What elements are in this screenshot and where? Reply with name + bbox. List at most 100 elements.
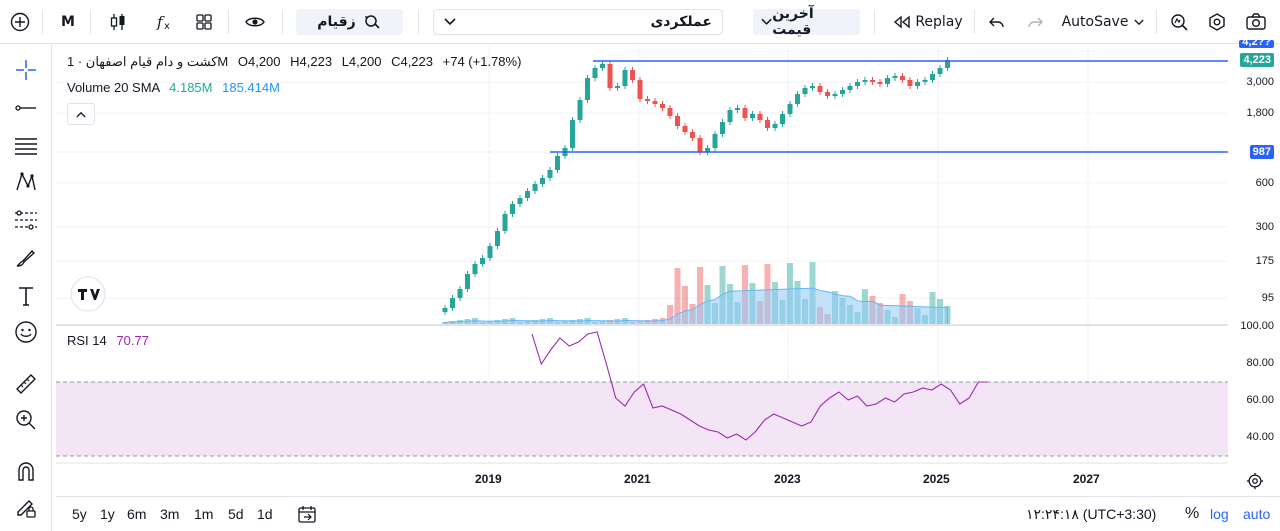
- candle-body: [480, 258, 485, 264]
- candle-body: [592, 68, 598, 78]
- candle-body: [720, 122, 725, 134]
- fib-tool[interactable]: [10, 206, 42, 234]
- range-5y[interactable]: 5y: [72, 506, 87, 522]
- range-6m[interactable]: 6m: [127, 506, 147, 522]
- separator: [418, 10, 419, 34]
- volume-value: 4.185M: [169, 80, 213, 95]
- chevron-down-icon: [761, 18, 772, 25]
- log-toggle[interactable]: log: [1210, 506, 1229, 522]
- candle-body: [832, 94, 838, 96]
- top-partial-tag: 4,2??: [1239, 40, 1274, 48]
- range-1y[interactable]: 1y: [100, 506, 115, 522]
- zoom-tool[interactable]: [10, 406, 42, 434]
- interval-button[interactable]: M: [61, 14, 75, 30]
- chart-settings-button[interactable]: [1246, 472, 1266, 492]
- price-type-select[interactable]: آخرین قیمت: [753, 6, 860, 38]
- visibility-button[interactable]: [240, 8, 270, 36]
- candle-body: [532, 184, 538, 191]
- svg-text:f: f: [156, 13, 165, 31]
- templates-button[interactable]: [190, 8, 218, 36]
- search-icon: [364, 15, 380, 29]
- separator: [1156, 10, 1157, 34]
- candle-body: [645, 99, 650, 101]
- autosave-button[interactable]: AutoSave: [1058, 8, 1148, 36]
- bottom-toolbar: 5y 1y 6m 3m 1m 5d 1d ۱۲:۲۴:۱۸ (UTC+3:30)…: [56, 496, 1280, 531]
- candle-body: [795, 94, 800, 104]
- goto-date-button[interactable]: [296, 503, 320, 525]
- rsi-label-80: 80.00: [1246, 357, 1274, 369]
- symbol-search-button[interactable]: زقیام: [296, 9, 403, 35]
- legend-volume: Volume 20 SMA 4.185M 185.414M: [67, 80, 280, 95]
- price-label-600: 600: [1255, 177, 1274, 189]
- chart-type-button[interactable]: [104, 8, 132, 36]
- percent-toggle[interactable]: %: [1185, 505, 1200, 522]
- candle-body: [547, 170, 553, 178]
- candle-body: [457, 289, 463, 298]
- candle-body: [540, 178, 545, 184]
- trend-line-tool[interactable]: [10, 94, 42, 122]
- text-tool[interactable]: [10, 282, 42, 310]
- separator: [282, 10, 283, 34]
- measure-tool[interactable]: [10, 370, 42, 398]
- lock-drawings-tool[interactable]: [10, 494, 42, 522]
- range-5d[interactable]: 5d: [228, 506, 244, 522]
- grid-icon: [196, 14, 212, 30]
- collapse-legend-button[interactable]: [67, 103, 95, 125]
- candle-body: [697, 138, 703, 152]
- candle-body: [907, 80, 913, 86]
- undo-icon: [989, 17, 1004, 28]
- clock-label[interactable]: ۱۲:۲۴:۱۸ (UTC+3:30): [1026, 506, 1157, 522]
- volume-sma-value: 185.414M: [222, 80, 280, 95]
- replay-label: Replay: [915, 14, 963, 30]
- price-axis[interactable]: 4,2?? 4,223 3,000 1,800 987 600 300 175 …: [1228, 40, 1280, 492]
- crosshair-icon: [16, 60, 36, 80]
- rsi-label-60: 60.00: [1246, 394, 1274, 406]
- candle-body: [817, 86, 823, 92]
- separator: [974, 10, 975, 34]
- price-label-175: 175: [1255, 255, 1274, 267]
- replay-icon: [894, 15, 911, 29]
- candle-body: [675, 116, 680, 126]
- separator: [874, 10, 875, 34]
- layout-select[interactable]: عملکردی: [433, 9, 723, 35]
- candle-body: [712, 134, 718, 148]
- snapshot-button[interactable]: [1242, 8, 1270, 36]
- time-label-2027: 2027: [1073, 472, 1100, 486]
- brush-tool[interactable]: [10, 244, 42, 272]
- candle-body: [877, 82, 883, 84]
- add-symbol-button[interactable]: [6, 8, 34, 36]
- horizontal-lines-tool[interactable]: [10, 132, 42, 160]
- range-1d[interactable]: 1d: [257, 506, 273, 522]
- candle-body: [855, 82, 860, 86]
- range-3m[interactable]: 3m: [160, 506, 180, 522]
- candle-body: [825, 92, 830, 96]
- crosshair-tool[interactable]: [10, 56, 42, 84]
- pattern-tool[interactable]: [10, 168, 42, 196]
- ruler-icon: [16, 374, 36, 394]
- current-price-tag: 4,223: [1240, 53, 1274, 67]
- time-label-2019: 2019: [475, 472, 502, 486]
- time-axis[interactable]: 2019 2021 2023 2025 2027: [56, 466, 1228, 490]
- chart-canvas[interactable]: [56, 46, 1228, 490]
- magnet-tool[interactable]: [10, 458, 42, 486]
- settings-button[interactable]: [1204, 8, 1230, 36]
- svg-text:x: x: [164, 21, 170, 32]
- legend-close: C4,223: [391, 54, 433, 69]
- separator: [42, 10, 43, 34]
- calendar-icon: [298, 506, 316, 523]
- range-1m[interactable]: 1m: [194, 506, 214, 522]
- emoji-tool[interactable]: [10, 318, 42, 346]
- volume-bar: [674, 268, 681, 325]
- rsi-overbought-band: [56, 381, 1228, 457]
- gear-icon: [1246, 472, 1264, 490]
- auto-toggle[interactable]: auto: [1243, 506, 1271, 522]
- candle-body: [510, 204, 515, 214]
- emoji-icon: [15, 321, 37, 343]
- undo-button[interactable]: [984, 8, 1010, 36]
- quick-search-button[interactable]: [1166, 8, 1192, 36]
- redo-button[interactable]: [1022, 8, 1048, 36]
- candle-body: [577, 100, 583, 120]
- replay-button[interactable]: Replay: [890, 8, 966, 36]
- candle-body: [892, 76, 898, 78]
